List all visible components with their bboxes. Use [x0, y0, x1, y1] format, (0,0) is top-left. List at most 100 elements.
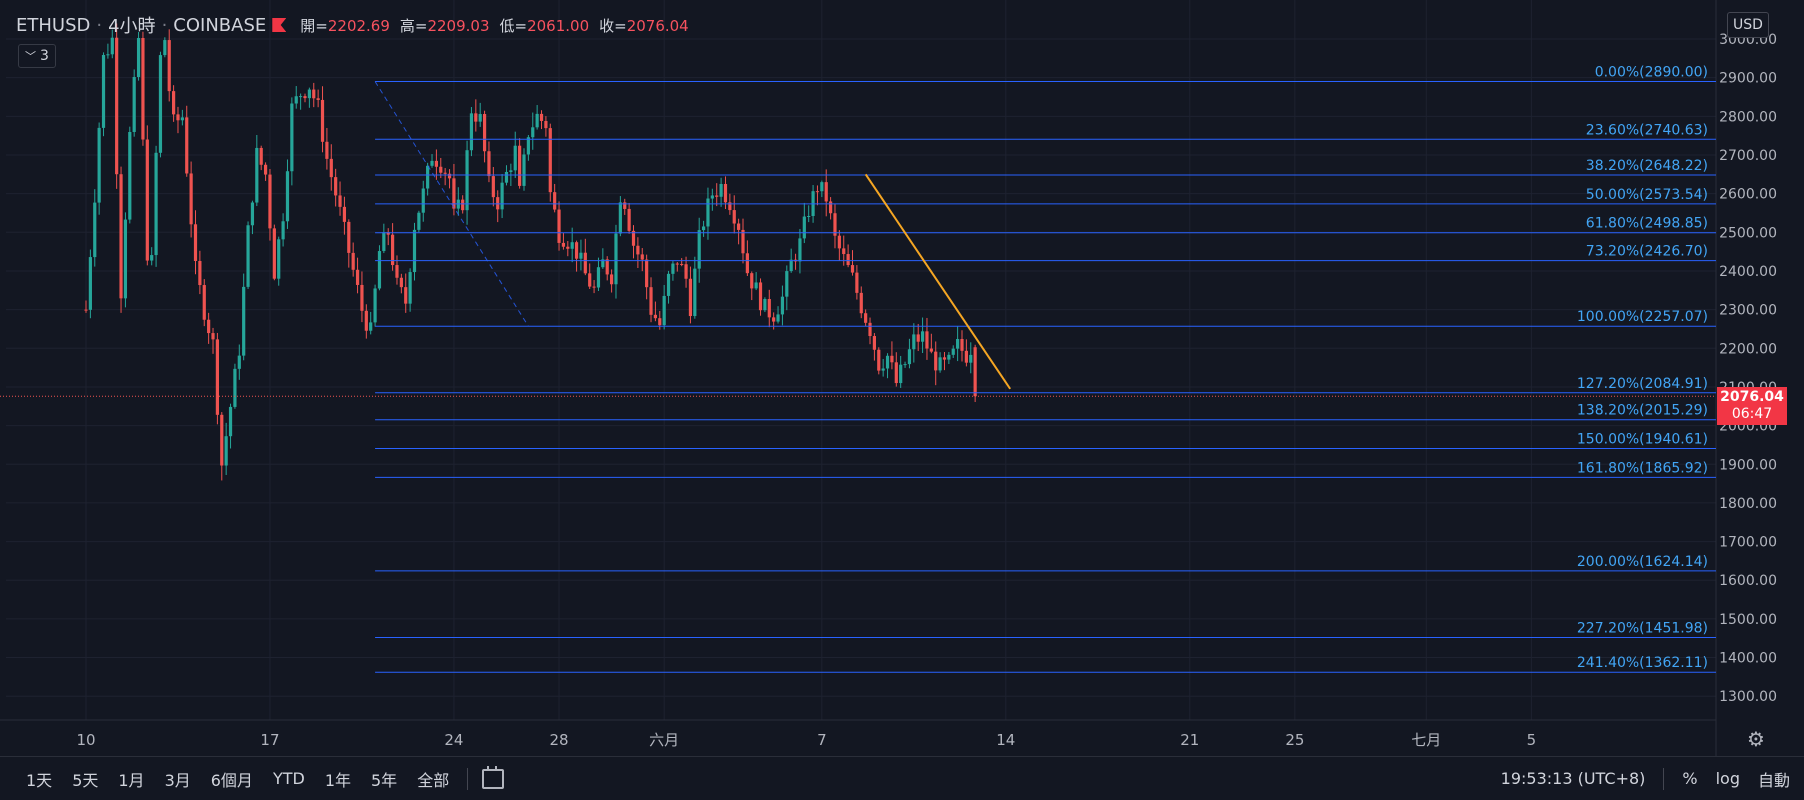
- candle-body: [579, 252, 583, 259]
- candle-body: [141, 37, 145, 140]
- fib-trend-dashed-line: [374, 81, 529, 327]
- ohlc-open: 開=2202.69: [300, 16, 390, 35]
- percent-toggle[interactable]: %: [1682, 769, 1698, 788]
- symbol-name[interactable]: ETHUSD: [16, 14, 91, 36]
- candle-body: [864, 313, 868, 323]
- candle-body: [443, 172, 447, 174]
- candle-body: [434, 160, 438, 167]
- candle-body: [242, 286, 246, 356]
- candle-body: [320, 99, 325, 142]
- candle-body: [627, 208, 631, 231]
- candle-body: [268, 174, 272, 229]
- candle-body: [964, 350, 968, 363]
- candle-body: [224, 436, 228, 466]
- candle-body: [789, 259, 793, 272]
- x-tick-label: 28: [549, 731, 568, 749]
- candle-body: [123, 219, 128, 299]
- candle-body: [154, 152, 158, 256]
- header-separator: ·: [161, 14, 168, 36]
- candle-body: [697, 230, 701, 269]
- candle-body: [408, 272, 412, 304]
- interval-label[interactable]: 4小時: [108, 16, 156, 37]
- candle-body: [767, 299, 771, 318]
- candle-body: [220, 414, 224, 466]
- candle-body: [491, 176, 495, 198]
- fib-level-label: 200.00%(1624.14): [1577, 554, 1708, 570]
- exchange-label: COINBASE: [173, 14, 267, 36]
- candle-body: [846, 254, 850, 266]
- candle-body: [215, 339, 219, 415]
- gear-icon[interactable]: ⚙: [1747, 727, 1765, 751]
- x-tick-label: 六月: [649, 731, 679, 749]
- candle-body: [942, 357, 947, 360]
- range-button-1m[interactable]: 1月: [118, 770, 145, 790]
- ohlc-low: 低=2061.00: [499, 16, 590, 35]
- candle-body: [395, 265, 399, 278]
- auto-scale-toggle[interactable]: 自動: [1757, 770, 1790, 790]
- candle-body: [645, 259, 649, 288]
- candle-body: [605, 259, 609, 275]
- bottom-toolbar: 1天 5天 1月 3月 6個月 YTD 1年 5年 全部 19:53:13 (U…: [0, 756, 1804, 800]
- y-tick-label: 2400.00: [1719, 264, 1777, 280]
- candle-body: [548, 128, 552, 193]
- candle-body: [837, 235, 841, 249]
- candle-body: [872, 336, 876, 350]
- candle-body: [509, 170, 513, 172]
- candle-body: [228, 406, 233, 437]
- candle-body: [277, 239, 281, 279]
- y-tick-label: 2500.00: [1719, 225, 1777, 241]
- candle-body: [693, 268, 697, 317]
- range-button-ytd[interactable]: YTD: [272, 769, 305, 788]
- x-tick-label: 5: [1527, 731, 1537, 749]
- candle-body: [640, 254, 644, 260]
- fib-level-label: 61.80%(2498.85): [1586, 216, 1708, 232]
- candle-body: [899, 364, 903, 384]
- candle-body: [776, 314, 780, 322]
- log-toggle[interactable]: log: [1715, 769, 1740, 788]
- bottom-right-group: 19:53:13 (UTC+8) % log 自動: [1483, 757, 1790, 800]
- fib-level-label: 127.20%(2084.91): [1577, 376, 1708, 392]
- calendar-range-icon[interactable]: [482, 765, 505, 789]
- range-button-1d[interactable]: 1天: [26, 770, 53, 790]
- candle-body: [167, 40, 171, 92]
- candle-body: [929, 348, 933, 352]
- candle-body: [198, 261, 202, 286]
- last-price-value: 2076.04: [1720, 389, 1784, 405]
- candle-body: [570, 242, 574, 249]
- range-button-all[interactable]: 全部: [417, 770, 450, 790]
- candle-body: [513, 145, 517, 171]
- range-button-6m[interactable]: 6個月: [210, 770, 253, 790]
- range-button-5y[interactable]: 5年: [371, 770, 398, 790]
- x-tick-label: 25: [1285, 731, 1304, 749]
- price-chart[interactable]: 3000.002900.002800.002700.002600.002500.…: [0, 0, 1804, 756]
- candle-body: [518, 145, 522, 186]
- flag-icon[interactable]: [272, 18, 287, 32]
- range-button-3m[interactable]: 3月: [164, 770, 191, 790]
- range-button-1y[interactable]: 1年: [324, 770, 351, 790]
- candle-body: [574, 242, 579, 259]
- candle-body: [246, 225, 250, 287]
- candle-body: [557, 209, 561, 243]
- y-tick-label: 1400.00: [1719, 651, 1777, 667]
- candle-body: [960, 339, 964, 351]
- range-button-5d[interactable]: 5天: [72, 770, 99, 790]
- fib-level-label: 138.20%(2015.29): [1577, 403, 1708, 419]
- candle-body: [596, 267, 601, 288]
- x-tick-label: 21: [1180, 731, 1199, 749]
- indicator-toggle-button[interactable]: ﹀ 3: [18, 44, 56, 68]
- candle-body: [723, 183, 728, 203]
- currency-button[interactable]: USD: [1727, 12, 1769, 38]
- candle-body: [842, 248, 846, 255]
- candle-body: [303, 96, 307, 99]
- y-tick-label: 2800.00: [1719, 109, 1777, 125]
- candle-body: [176, 114, 180, 121]
- candle-body: [351, 252, 355, 270]
- candle-body: [307, 89, 311, 99]
- x-tick-label: 10: [76, 731, 95, 749]
- clock-readout[interactable]: 19:53:13 (UTC+8): [1500, 769, 1646, 788]
- candle-body: [951, 348, 955, 355]
- y-tick-label: 1700.00: [1719, 535, 1777, 551]
- candle-body: [487, 151, 491, 177]
- candle-body: [496, 197, 500, 210]
- candle-body: [807, 216, 811, 218]
